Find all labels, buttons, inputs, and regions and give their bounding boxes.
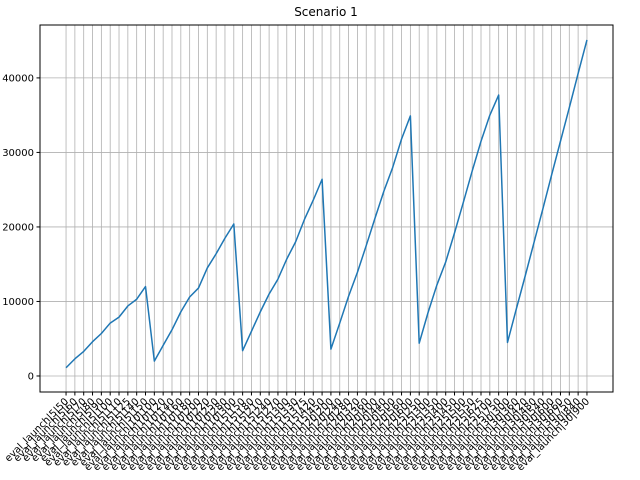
plot-frame bbox=[39, 24, 614, 393]
y-tick-label: 40000 bbox=[2, 73, 34, 84]
y-tick-label: 30000 bbox=[2, 148, 34, 159]
data-line bbox=[65, 39, 588, 369]
y-tick-label: 0 bbox=[28, 371, 34, 382]
y-tick-label: 10000 bbox=[2, 297, 34, 308]
y-tick-label: 20000 bbox=[2, 222, 34, 233]
axis-labels: 010000200003000040000eval_launch|5|50eva… bbox=[2, 73, 592, 473]
plot bbox=[65, 39, 588, 369]
grid bbox=[40, 25, 613, 392]
chart-title: Scenario 1 bbox=[294, 5, 358, 19]
